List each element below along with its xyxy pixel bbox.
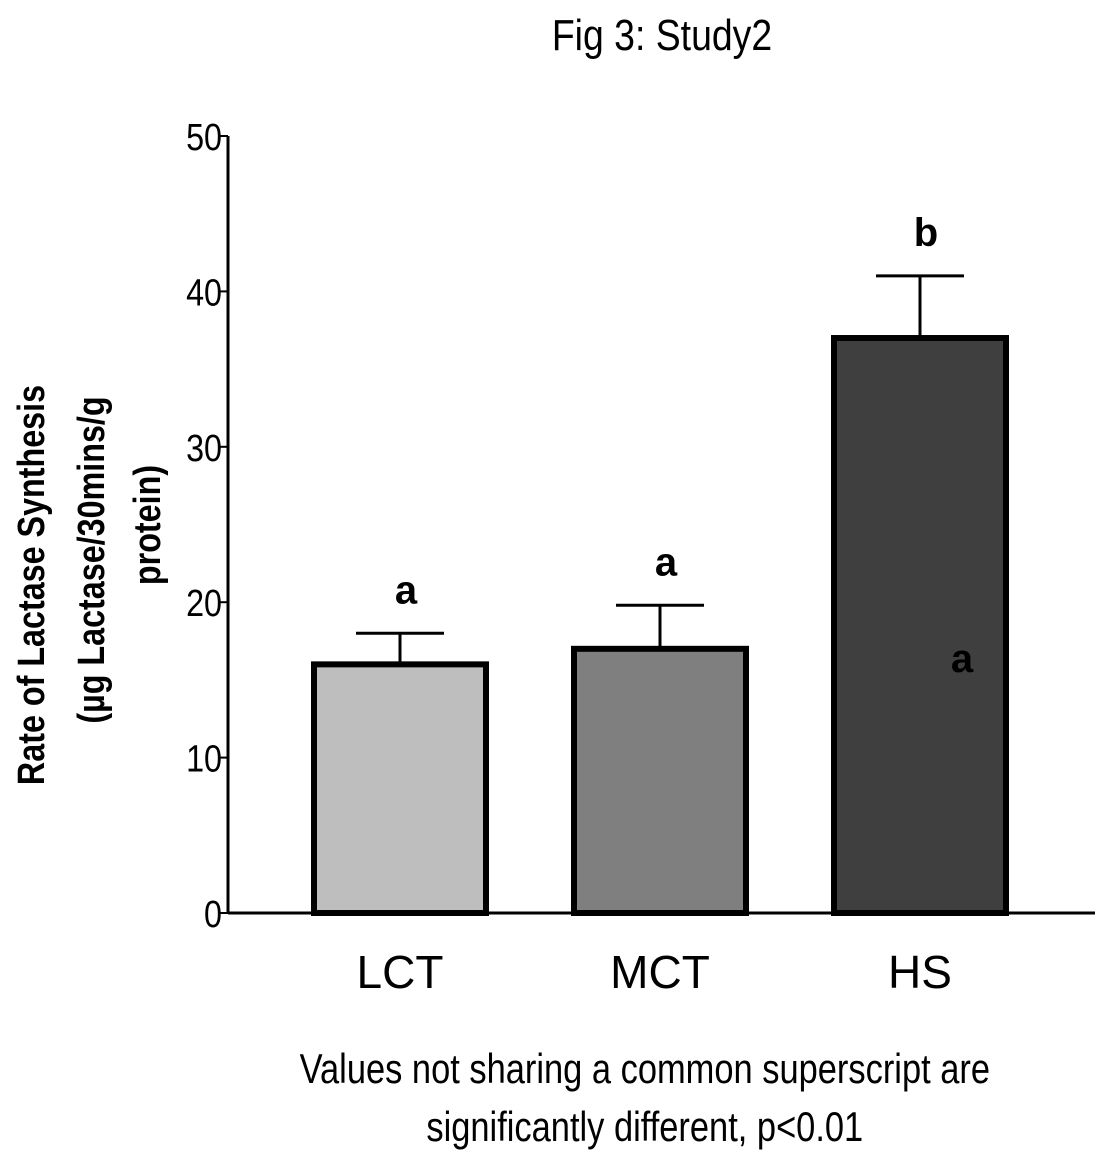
y-tick-label: 40 xyxy=(186,272,222,314)
y-axis-title-line-3: protein) xyxy=(127,465,169,585)
y-tick-label: 10 xyxy=(186,738,222,780)
category-label: MCT xyxy=(610,946,710,998)
footnote-line-1: Values not sharing a common superscript … xyxy=(299,1045,991,1092)
bar-lct xyxy=(311,661,489,916)
bar-hs xyxy=(831,335,1009,916)
y-axis-title-line-1: Rate of Lactase Synthesis xyxy=(11,385,53,785)
y-tick-label: 30 xyxy=(186,427,222,469)
significance-label: a xyxy=(655,540,678,584)
y-axis-title: Rate of Lactase Synthesis (µg Lactase/30… xyxy=(11,385,169,785)
y-tick-label: 0 xyxy=(204,894,222,936)
y-tick-label: 20 xyxy=(186,583,222,625)
significance-label: b xyxy=(914,211,938,255)
category-label: LCT xyxy=(357,946,444,998)
bar-mct xyxy=(571,645,749,916)
bars xyxy=(311,274,1009,916)
y-axis-title-line-2: (µg Lactase/30mins/g xyxy=(71,396,113,723)
y-axis-ticks: 0 10 20 30 40 50 xyxy=(186,117,228,936)
category-label: HS xyxy=(888,946,952,998)
category-labels: a LCT a MCT b HS xyxy=(357,211,952,998)
stray-label: a xyxy=(951,637,974,681)
y-tick-label: 50 xyxy=(186,117,222,159)
footnote: Values not sharing a common superscript … xyxy=(259,1040,1030,1156)
chart-title: Fig 3: Study2 xyxy=(552,10,772,60)
footnote-line-2: significantly different, p<0.01 xyxy=(426,1103,864,1150)
significance-label: a xyxy=(395,568,418,612)
axes xyxy=(226,136,1095,915)
